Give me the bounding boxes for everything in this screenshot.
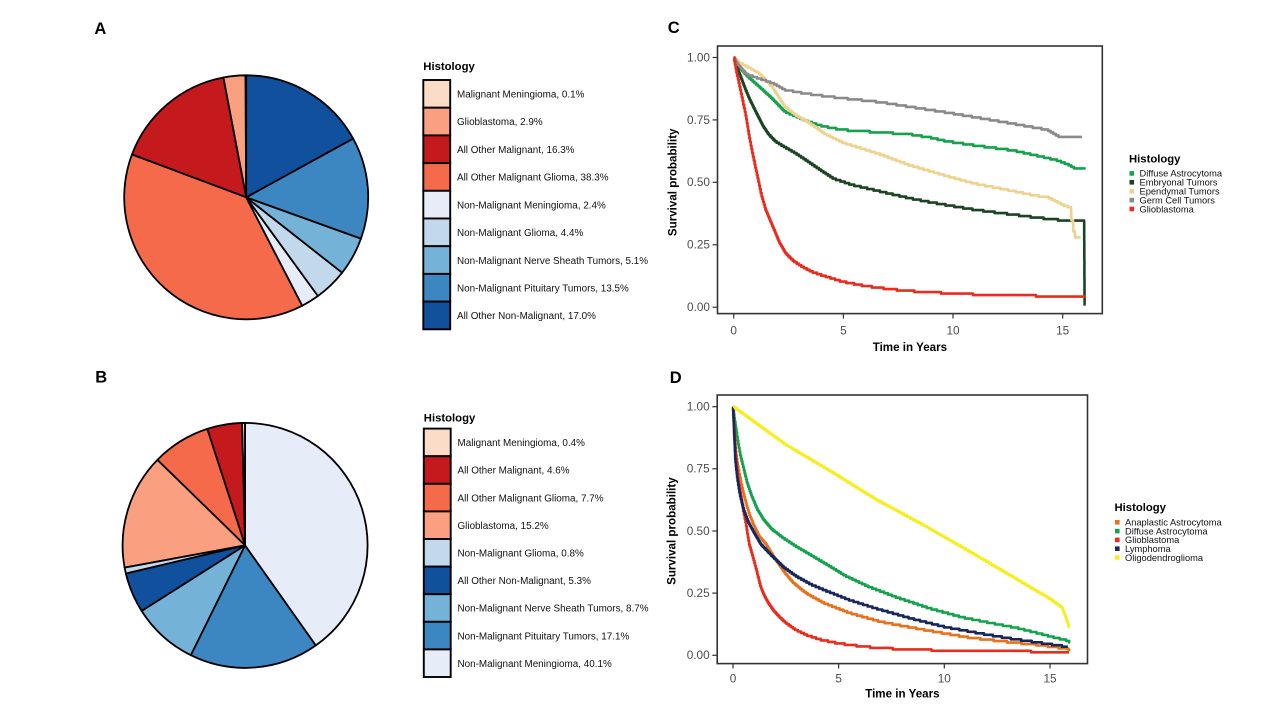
svg-text:A: A	[94, 20, 106, 38]
svg-text:Germ Cell Tumors: Germ Cell Tumors	[1140, 195, 1216, 205]
svg-text:Malignant Meningioma, 0.1%: Malignant Meningioma, 0.1%	[457, 90, 585, 101]
svg-text:Malignant Meningioma, 0.4%: Malignant Meningioma, 0.4%	[458, 438, 586, 449]
svg-text:0.75: 0.75	[687, 462, 710, 476]
svg-text:All Other Malignant, 16.3%: All Other Malignant, 16.3%	[457, 145, 575, 156]
svg-text:Glioblastoma, 15.2%: Glioblastoma, 15.2%	[458, 521, 549, 532]
svg-text:1.00: 1.00	[687, 400, 710, 414]
svg-text:Histology: Histology	[1115, 502, 1167, 514]
svg-text:Oligodendroglioma: Oligodendroglioma	[1125, 553, 1204, 563]
svg-text:Diffuse Astrocytoma: Diffuse Astrocytoma	[1125, 526, 1208, 536]
svg-text:Histology: Histology	[423, 61, 475, 73]
svg-text:D: D	[670, 369, 682, 387]
svg-text:C: C	[668, 19, 680, 37]
svg-text:Non-Malignant Nerve Sheath Tum: Non-Malignant Nerve Sheath Tumors, 5.1%	[457, 256, 648, 267]
svg-text:Survival probability: Survival probability	[667, 128, 680, 236]
svg-text:0.00: 0.00	[687, 648, 710, 662]
svg-text:Histology: Histology	[424, 412, 476, 424]
svg-text:Non-Malignant Glioma, 0.8%: Non-Malignant Glioma, 0.8%	[458, 549, 584, 560]
svg-text:Ependymal Tumors: Ependymal Tumors	[1140, 187, 1220, 197]
svg-text:Glioblastoma, 2.9%: Glioblastoma, 2.9%	[457, 117, 543, 128]
svg-text:0.00: 0.00	[687, 300, 710, 314]
svg-text:5: 5	[840, 324, 847, 338]
svg-text:All Other Malignant Glioma, 38: All Other Malignant Glioma, 38.3%	[457, 173, 609, 184]
svg-text:Time in Years: Time in Years	[873, 341, 947, 354]
svg-text:Histology: Histology	[1129, 154, 1181, 166]
svg-text:Non-Malignant Pituitary Tumors: Non-Malignant Pituitary Tumors, 13.5%	[457, 283, 629, 294]
svg-text:Embryonal Tumors: Embryonal Tumors	[1140, 178, 1218, 188]
svg-text:All Other Non-Malignant, 17.0%: All Other Non-Malignant, 17.0%	[457, 311, 596, 322]
svg-text:Survival probability: Survival probability	[666, 477, 679, 585]
svg-text:10: 10	[946, 324, 960, 338]
svg-text:Anaplastic Astrocytoma: Anaplastic Astrocytoma	[1125, 518, 1222, 528]
svg-text:0.25: 0.25	[687, 586, 710, 600]
svg-text:Non-Malignant Nerve Sheath Tum: Non-Malignant Nerve Sheath Tumors, 8.7%	[458, 604, 649, 615]
svg-text:0: 0	[730, 324, 737, 338]
svg-text:0.25: 0.25	[687, 238, 710, 252]
svg-text:Non-Malignant Meningioma, 40.1: Non-Malignant Meningioma, 40.1%	[458, 659, 612, 670]
svg-text:Lymphoma: Lymphoma	[1125, 544, 1171, 554]
svg-text:B: B	[95, 369, 107, 387]
svg-text:15: 15	[1056, 324, 1070, 338]
svg-text:0.75: 0.75	[687, 113, 710, 127]
svg-text:Non-Malignant Pituitary Tumors: Non-Malignant Pituitary Tumors, 17.1%	[458, 631, 630, 642]
svg-text:0: 0	[730, 672, 737, 686]
svg-text:Time in Years: Time in Years	[865, 688, 939, 701]
svg-text:Glioblastoma: Glioblastoma	[1140, 204, 1195, 214]
svg-text:10: 10	[938, 672, 952, 686]
svg-text:5: 5	[835, 672, 842, 686]
svg-text:15: 15	[1043, 672, 1057, 686]
svg-text:Non-Malignant Meningioma, 2.4%: Non-Malignant Meningioma, 2.4%	[457, 200, 606, 211]
svg-text:0.50: 0.50	[687, 175, 710, 189]
svg-text:All Other Malignant, 4.6%: All Other Malignant, 4.6%	[458, 466, 570, 477]
svg-text:Diffuse Astrocytoma: Diffuse Astrocytoma	[1140, 169, 1223, 179]
svg-text:All Other Malignant Glioma, 7.: All Other Malignant Glioma, 7.7%	[458, 493, 604, 504]
svg-text:Glioblastoma: Glioblastoma	[1125, 535, 1180, 545]
svg-text:All Other Non-Malignant, 5.3%: All Other Non-Malignant, 5.3%	[458, 576, 592, 587]
svg-text:0.50: 0.50	[687, 524, 710, 538]
svg-text:Non-Malignant Glioma, 4.4%: Non-Malignant Glioma, 4.4%	[457, 228, 583, 239]
svg-text:1.00: 1.00	[687, 50, 710, 64]
